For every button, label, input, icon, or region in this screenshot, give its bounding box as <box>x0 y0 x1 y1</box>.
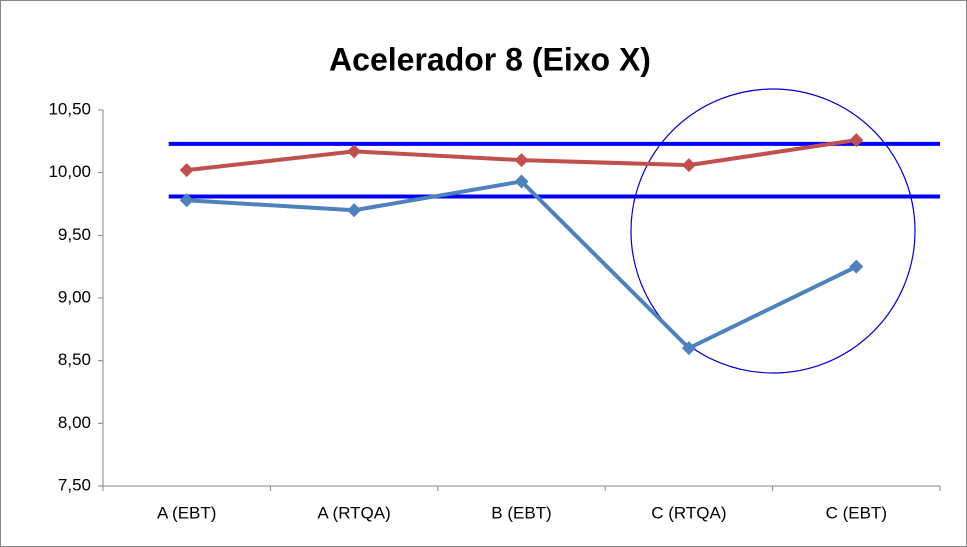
x-tick-label: C (EBT) <box>826 503 887 522</box>
series-marker <box>347 203 362 218</box>
y-tick-label: 8,50 <box>58 350 91 369</box>
series-marker <box>179 193 194 208</box>
x-tick-label: B (EBT) <box>491 503 551 522</box>
highlight-circle <box>630 88 916 374</box>
y-tick-label: 9,00 <box>58 287 91 306</box>
y-tick-label: 9,50 <box>58 225 91 244</box>
chart-title: Acelerador 8 (Eixo X) <box>329 41 651 77</box>
y-tick-label: 7,50 <box>58 475 91 494</box>
series-marker <box>849 259 864 274</box>
series-marker <box>347 144 362 159</box>
series-marker <box>179 163 194 178</box>
y-tick-label: 8,00 <box>58 413 91 432</box>
y-tick-label: 10,50 <box>48 99 91 118</box>
x-tick-label: C (RTQA) <box>651 503 726 522</box>
series-marker <box>514 153 529 168</box>
series-marker <box>681 158 696 173</box>
series-marker <box>681 341 696 356</box>
x-tick-label: A (EBT) <box>157 503 217 522</box>
y-tick-label: 10,00 <box>48 162 91 181</box>
series-marker <box>514 174 529 189</box>
x-tick-label: A (RTQA) <box>317 503 390 522</box>
series-marker <box>849 133 864 148</box>
